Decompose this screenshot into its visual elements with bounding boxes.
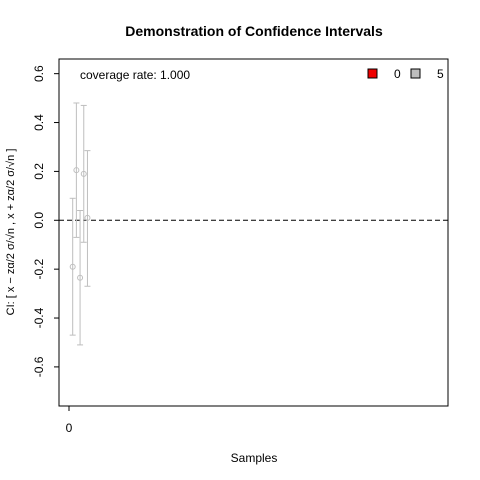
x-axis: 0 (66, 406, 73, 435)
confidence-interval (77, 210, 84, 346)
y-tick-label: -0.2 (32, 258, 46, 279)
x-axis-label: Samples (231, 451, 278, 465)
y-axis: -0.6 -0.4 -0.2 0.0 0.2 0.4 0.6 (32, 65, 59, 377)
interval-mean-point (84, 214, 91, 221)
interval-series (69, 102, 91, 346)
coverage-rate-text: coverage rate: 1.000 (80, 68, 190, 82)
chart-title: Demonstration of Confidence Intervals (125, 23, 383, 39)
interval-mean-point (77, 274, 84, 281)
legend-swatch (367, 68, 378, 79)
interval-mean-point (80, 170, 87, 177)
y-tick-label: 0.2 (32, 163, 46, 180)
x-tick-label: 0 (66, 421, 73, 435)
interval-mean-point (69, 263, 76, 270)
interval-mean-point (73, 167, 80, 174)
confidence-interval (69, 197, 76, 336)
legend-item: 0 (367, 67, 401, 81)
legend-item: 5 (410, 67, 444, 81)
legend-label: 0 (394, 67, 401, 81)
y-tick-label: 0.0 (32, 212, 46, 229)
confidence-interval (73, 102, 80, 238)
y-axis-label: CI: [ x − zα/2 σ/√n , x + zα/2 σ/√n ] (5, 149, 17, 316)
legend-swatch (410, 68, 421, 79)
plot-frame (58, 58, 449, 407)
y-tick-label: -0.6 (32, 356, 46, 377)
y-tick-label: -0.4 (32, 307, 46, 328)
confidence-interval (80, 104, 87, 243)
y-tick-label: 0.6 (32, 65, 46, 82)
y-tick-label: 0.4 (32, 114, 46, 131)
legend-label: 5 (437, 67, 444, 81)
confidence-interval (84, 150, 91, 287)
